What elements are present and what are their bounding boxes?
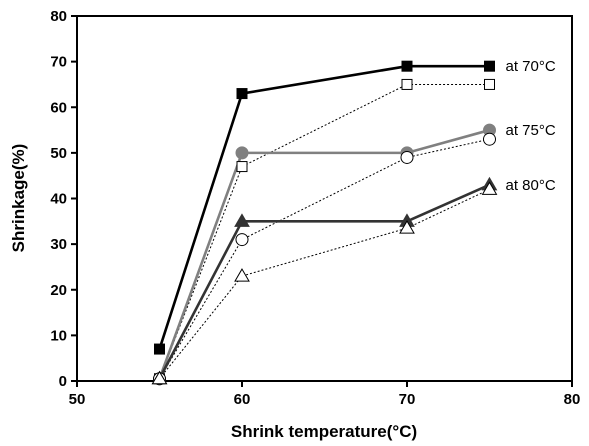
series-line-1 bbox=[159, 83, 490, 379]
series-lines bbox=[158, 64, 491, 380]
square-marker bbox=[484, 60, 495, 72]
circle-marker bbox=[235, 146, 249, 160]
x-tick-label: 50 bbox=[69, 391, 86, 408]
square-marker bbox=[484, 78, 495, 90]
series-label-0: at 70°C bbox=[506, 58, 556, 75]
square-marker bbox=[401, 78, 413, 90]
series-labels: at 70°C at 75°C at 80°C bbox=[506, 58, 556, 194]
circle-marker bbox=[400, 150, 414, 164]
square-marker bbox=[236, 161, 248, 173]
series-line-2 bbox=[158, 128, 490, 380]
y-tick-label: 30 bbox=[50, 236, 67, 253]
series-line-5 bbox=[159, 188, 490, 380]
y-tick-label: 50 bbox=[50, 145, 67, 162]
x-tick-label: 60 bbox=[234, 391, 251, 408]
circle-marker bbox=[483, 132, 496, 146]
y-tick-label: 10 bbox=[50, 327, 67, 344]
axis-ticks: 50 60 70 80 0 10 20 30 40 50 60 70 80 bbox=[50, 8, 580, 408]
triangle-marker bbox=[481, 181, 498, 195]
y-tick-label: 70 bbox=[50, 54, 67, 71]
y-tick-label: 20 bbox=[50, 282, 67, 299]
triangle-marker bbox=[234, 213, 250, 227]
y-axis-title: Shrinkage(%) bbox=[9, 144, 28, 253]
triangle-marker bbox=[234, 268, 250, 282]
y-tick-label: 40 bbox=[50, 191, 67, 208]
square-marker bbox=[154, 343, 165, 355]
square-marker bbox=[401, 60, 413, 72]
y-tick-label: 0 bbox=[59, 373, 67, 390]
circle-marker bbox=[235, 233, 249, 247]
series-line-3 bbox=[159, 138, 490, 379]
y-tick-label: 60 bbox=[50, 99, 67, 116]
y-tick-label: 80 bbox=[50, 8, 67, 25]
x-tick-label: 80 bbox=[564, 391, 581, 408]
square-marker bbox=[236, 88, 248, 100]
series-label-2: at 75°C bbox=[506, 122, 556, 139]
series-label-4: at 80°C bbox=[506, 177, 556, 194]
x-tick-label: 70 bbox=[399, 391, 416, 408]
series-line-4 bbox=[158, 183, 491, 380]
triangle-marker bbox=[399, 220, 415, 234]
series-line-0 bbox=[158, 64, 490, 350]
x-axis-title: Shrink temperature(°C) bbox=[231, 422, 417, 441]
triangle-marker bbox=[151, 370, 168, 385]
series-markers bbox=[151, 60, 498, 386]
